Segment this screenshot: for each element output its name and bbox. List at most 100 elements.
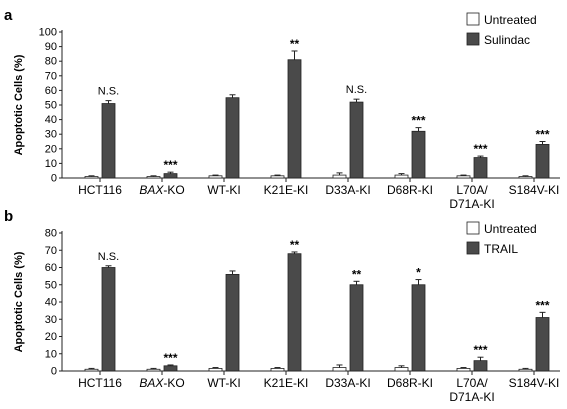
bar-trail bbox=[163, 365, 178, 372]
bar-trail bbox=[287, 253, 302, 372]
bar-untreated bbox=[84, 368, 99, 372]
y-tick-label: 0 bbox=[51, 366, 57, 378]
bar-untreated bbox=[270, 368, 285, 372]
y-tick-label: 100 bbox=[39, 27, 57, 39]
y-tick-label: 40 bbox=[45, 297, 57, 309]
significance-label: N.S. bbox=[346, 84, 367, 96]
legend-swatch bbox=[466, 32, 480, 46]
significance-label: *** bbox=[163, 158, 177, 172]
significance-label: N.S. bbox=[98, 86, 119, 98]
bar-untreated bbox=[208, 368, 223, 372]
bar-sulindac bbox=[535, 144, 550, 179]
bar-untreated bbox=[518, 176, 533, 179]
bar-untreated bbox=[394, 174, 409, 179]
legend-label: Untreated bbox=[484, 222, 537, 236]
x-tick-label: L70A/ bbox=[456, 183, 488, 197]
significance-label: *** bbox=[411, 114, 425, 128]
bar-trail bbox=[349, 284, 364, 372]
bar-untreated bbox=[146, 176, 161, 179]
significance-label: *** bbox=[535, 128, 549, 142]
x-tick-label: L70A/ bbox=[456, 376, 488, 390]
significance-label: N.S. bbox=[98, 251, 119, 263]
y-tick-label: 50 bbox=[45, 100, 57, 112]
significance-label: *** bbox=[535, 298, 549, 312]
significance-label: *** bbox=[473, 343, 487, 357]
panel-label: b bbox=[4, 208, 13, 225]
bar-untreated bbox=[456, 368, 471, 372]
x-tick-label: WT-KI bbox=[207, 376, 240, 390]
x-tick-label: D33A-KI bbox=[325, 183, 370, 197]
y-tick-label: 70 bbox=[45, 70, 57, 82]
bar-untreated bbox=[208, 175, 223, 179]
legend: Untreated TRAIL bbox=[466, 221, 537, 256]
bar-sulindac bbox=[473, 157, 488, 179]
y-tick-label: 20 bbox=[45, 143, 57, 155]
y-tick-label: 80 bbox=[45, 228, 57, 240]
significance-label: *** bbox=[163, 351, 177, 365]
x-tick-label: WT-KI bbox=[207, 183, 240, 197]
legend: Untreated Sulindac bbox=[466, 12, 537, 47]
x-tick-label: D33A-KI bbox=[325, 376, 370, 390]
legend-swatch bbox=[466, 12, 480, 26]
panel-label: a bbox=[4, 7, 13, 24]
y-axis-label: Apoptotic Cells (%) bbox=[13, 54, 25, 155]
y-tick-label: 80 bbox=[45, 56, 57, 68]
bar-untreated bbox=[332, 367, 347, 372]
x-tick-label: S184V-KI bbox=[509, 376, 560, 390]
bar-untreated bbox=[332, 174, 347, 179]
y-tick-label: 70 bbox=[45, 245, 57, 257]
bar-untreated bbox=[456, 175, 471, 179]
y-tick-label: 20 bbox=[45, 331, 57, 343]
legend-label: Sulindac bbox=[484, 33, 530, 47]
bar-sulindac bbox=[411, 130, 426, 179]
bar-trail bbox=[473, 360, 488, 372]
bar-untreated bbox=[146, 368, 161, 372]
x-tick-label: BAX-KO bbox=[139, 183, 184, 197]
bar-trail bbox=[225, 273, 240, 372]
bar-untreated bbox=[270, 175, 285, 179]
bar-sulindac bbox=[225, 97, 240, 179]
legend-swatch bbox=[466, 221, 480, 235]
legend-label: TRAIL bbox=[484, 242, 518, 256]
significance-label: *** bbox=[473, 142, 487, 156]
x-tick-label: HCT116 bbox=[78, 183, 122, 197]
x-tick-label: BAX-KO bbox=[139, 376, 184, 390]
significance-label: ** bbox=[290, 37, 300, 51]
x-tick-label: K21E-KI bbox=[264, 376, 309, 390]
bar-untreated bbox=[84, 176, 99, 179]
y-tick-label: 40 bbox=[45, 114, 57, 126]
x-tick-label: HCT116 bbox=[78, 376, 122, 390]
bar-sulindac bbox=[349, 101, 364, 179]
significance-label: ** bbox=[352, 267, 362, 281]
bar-untreated bbox=[518, 368, 533, 372]
bar-sulindac bbox=[163, 173, 178, 179]
significance-label: ** bbox=[290, 238, 300, 252]
x-tick-label: D68R-KI bbox=[387, 183, 433, 197]
y-tick-label: 90 bbox=[45, 41, 57, 53]
bar-sulindac bbox=[101, 103, 116, 179]
bar-trail bbox=[411, 284, 426, 372]
bar-trail bbox=[535, 317, 550, 372]
x-tick-label: D68R-KI bbox=[387, 376, 433, 390]
y-tick-label: 10 bbox=[45, 158, 57, 170]
y-tick-label: 60 bbox=[45, 85, 57, 97]
legend-swatch bbox=[466, 241, 480, 255]
panel-b: b 0 10 20 30 40 50 60 70 80 Apoptotic Cells (%) N.S… bbox=[4, 208, 560, 404]
bar-sulindac bbox=[287, 59, 302, 179]
bar-untreated bbox=[394, 367, 409, 372]
y-tick-label: 60 bbox=[45, 262, 57, 274]
y-tick-label: 30 bbox=[45, 314, 57, 326]
y-tick-label: 0 bbox=[51, 173, 57, 185]
x-tick-label: K21E-KI bbox=[264, 183, 309, 197]
x-tick-label-line2: D71A-KI bbox=[449, 197, 494, 211]
y-tick-label: 10 bbox=[45, 348, 57, 360]
significance-label: * bbox=[416, 266, 421, 280]
x-tick-label-line2: D71A-KI bbox=[449, 390, 494, 404]
panel-a: a 0 10 20 30 40 50 60 70 80 90 100 Apoptotic Cells (… bbox=[4, 7, 560, 211]
x-tick-label: S184V-KI bbox=[509, 183, 560, 197]
y-tick-label: 50 bbox=[45, 279, 57, 291]
y-tick-label: 30 bbox=[45, 129, 57, 141]
y-axis-label: Apoptotic Cells (%) bbox=[13, 251, 25, 352]
bar-trail bbox=[101, 267, 116, 372]
